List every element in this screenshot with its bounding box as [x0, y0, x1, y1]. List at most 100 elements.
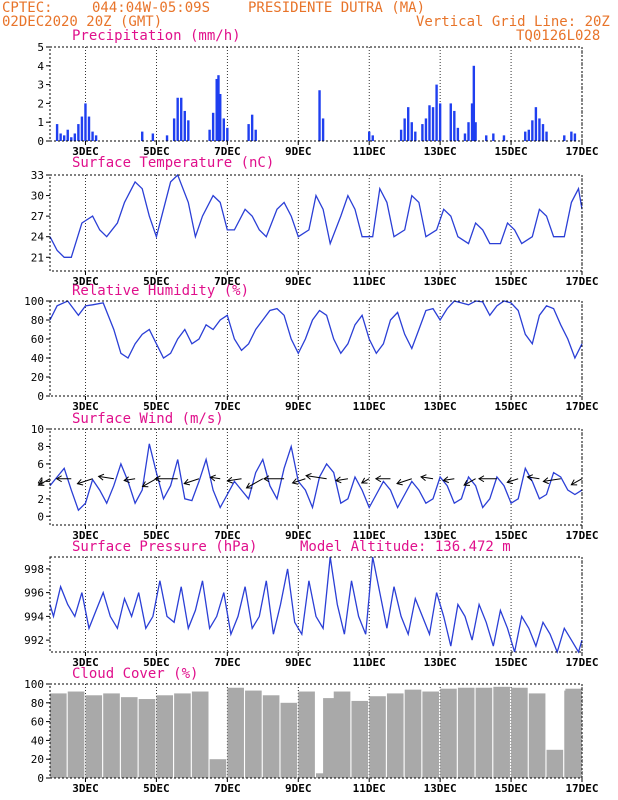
wind-arrow-head — [154, 475, 161, 483]
precip-bar — [254, 129, 257, 141]
series-line — [49, 443, 583, 512]
model-altitude: Model Altitude: 136.472 m — [300, 539, 511, 555]
cloud-bar — [262, 695, 280, 778]
y-tick-label: 20 — [31, 371, 44, 384]
y-tick-label: 30 — [31, 190, 44, 203]
x-tick-label: 3DEC — [72, 275, 99, 288]
x-tick-label: 9DEC — [285, 145, 312, 158]
y-tick-label: 998 — [24, 563, 44, 576]
panel-6: Cloud Cover (%) 0 20 40 60 80 100 3DEC 5DEC 7DEC 9… — [24, 666, 598, 795]
cloud-bar — [565, 688, 582, 778]
precip-bar — [531, 120, 534, 141]
precip-bar — [73, 133, 77, 141]
panel-frame — [49, 683, 583, 779]
precip-bar — [84, 103, 87, 141]
cloud-bar — [174, 693, 191, 778]
y-tick-label: 80 — [31, 697, 44, 710]
wind-arrow — [335, 478, 348, 482]
precip-bar — [492, 133, 495, 141]
precip-bar — [94, 135, 98, 141]
wind-arrow — [98, 475, 114, 480]
y-tick-label: 60 — [31, 716, 44, 729]
precip-bar — [151, 133, 155, 141]
x-tick-label: 11DEC — [353, 145, 386, 158]
y-tick-label: 24 — [31, 231, 45, 244]
x-tick-label: 17DEC — [565, 656, 598, 669]
x-tick-label: 17DEC — [565, 145, 598, 158]
wind-arrow-head — [37, 479, 45, 486]
wind-arrow — [124, 478, 136, 481]
precip-bar — [435, 84, 438, 141]
panel-5: Surface Pressure (hPa) Model Altitude: 13… — [24, 539, 598, 669]
cloud-bar — [333, 691, 351, 778]
precip-bar — [456, 127, 460, 141]
precip-bar — [62, 135, 66, 141]
header: CPTEC: 044:04W-05:09S PRESIDENTE DUTRA (… — [2, 0, 610, 44]
precip-bar — [527, 129, 530, 141]
x-tick-label: 13DEC — [424, 145, 457, 158]
panel-title: Surface Pressure (hPa) — [72, 539, 257, 555]
wind-arrow — [210, 476, 221, 480]
precip-bar — [219, 94, 222, 141]
panel-title: Surface Wind (m/s) — [72, 411, 224, 427]
wind-arrow-head — [570, 479, 578, 486]
y-tick-label: 21 — [31, 251, 44, 264]
precip-bar — [534, 107, 538, 141]
precip-bar — [570, 131, 573, 141]
wind-arrow-head — [526, 474, 534, 482]
wind-arrow-head — [97, 473, 105, 481]
cloud-bar — [156, 695, 174, 778]
wind-arrow-head — [55, 475, 62, 483]
y-tick-label: 27 — [31, 210, 44, 223]
x-tick-label: 11DEC — [353, 275, 386, 288]
x-tick-label: 15DEC — [495, 275, 528, 288]
x-tick-label: 7DEC — [214, 275, 241, 288]
precip-bar — [485, 135, 488, 141]
y-tick-label: 40 — [31, 352, 44, 365]
precip-bar — [172, 118, 176, 141]
panel-title: Relative Humidity (%) — [72, 283, 249, 299]
panel-3: Relative Humidity (%) 0 20 40 60 80 100 3DEC 5DE… — [24, 283, 598, 413]
x-tick-label: 3DEC — [72, 782, 99, 795]
x-tick-label: 13DEC — [424, 782, 457, 795]
wind-arrow-head — [76, 478, 84, 486]
cloud-bar — [422, 691, 440, 778]
x-tick-label: 3DEC — [72, 145, 99, 158]
wind-arrow-head — [305, 472, 312, 480]
run-time: 02DEC2020 20Z (GMT) — [2, 14, 162, 30]
precip-bar — [165, 135, 169, 141]
wind-arrow-head — [478, 475, 485, 483]
precip-bar — [449, 103, 452, 141]
x-tick-label: 17DEC — [565, 529, 598, 542]
panel-frame — [49, 300, 583, 397]
cloud-bar — [191, 691, 209, 778]
precip-bar — [176, 97, 179, 141]
precip-bar — [368, 131, 371, 141]
cloud-bar — [511, 687, 528, 778]
precip-bar — [428, 105, 431, 141]
cloud-bar — [67, 691, 85, 778]
precip-bar — [217, 75, 220, 141]
wind-arrow — [38, 478, 51, 486]
wind-arrow-head — [123, 476, 130, 484]
precip-bar — [410, 122, 413, 141]
cloud-bar — [351, 700, 369, 778]
wind-arrow — [306, 475, 327, 480]
precip-bar — [321, 118, 325, 141]
precip-bar — [414, 131, 417, 141]
wind-arrow-head — [360, 477, 368, 484]
y-tick-label: 4 — [37, 60, 44, 73]
x-tick-label: 15DEC — [495, 656, 528, 669]
y-tick-label: 40 — [31, 734, 44, 747]
wind-arrow — [396, 478, 412, 485]
panel-frame — [49, 556, 583, 653]
precip-bar — [371, 135, 374, 141]
y-tick-label: 994 — [24, 610, 44, 623]
wind-arrow — [77, 478, 93, 485]
x-tick-label: 17DEC — [565, 275, 598, 288]
wind-arrow — [463, 478, 476, 486]
cloud-bar — [440, 688, 457, 778]
model-code: TQ0126L028 — [516, 28, 600, 44]
x-tick-label: 7DEC — [214, 145, 241, 158]
